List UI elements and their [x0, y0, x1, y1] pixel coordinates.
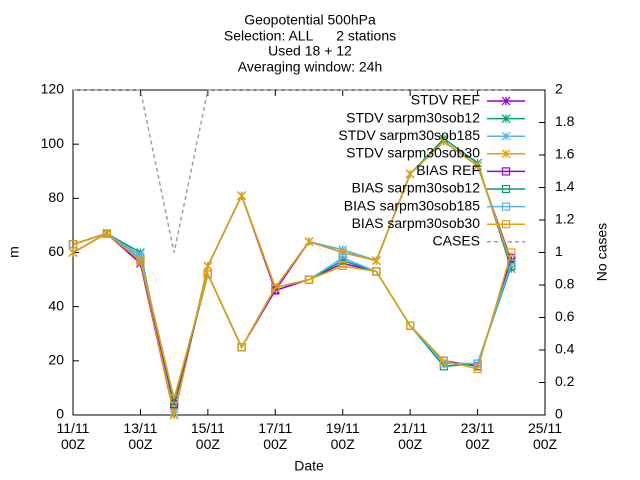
x-tick-label: 13/11 00Z — [123, 420, 158, 452]
legend-label: CASES — [433, 233, 480, 249]
x-tick-label: 15/11 00Z — [190, 420, 225, 452]
marker — [372, 267, 381, 276]
marker — [372, 256, 381, 266]
marker — [136, 256, 145, 265]
chart-title: Geopotential 500hPa — [244, 12, 376, 28]
y2-tick-label: 0.6 — [555, 308, 575, 324]
y-tick-label: 80 — [48, 189, 64, 205]
y-tick-label: 40 — [48, 297, 64, 313]
marker — [338, 248, 348, 257]
x-tick-label: 23/11 00Z — [460, 420, 495, 452]
y2-axis-label: No cases — [594, 223, 610, 281]
y2-tick-label: 0.8 — [555, 276, 575, 292]
y-axis-label: m — [6, 246, 22, 258]
marker — [405, 169, 415, 179]
marker — [439, 356, 448, 365]
marker — [68, 240, 78, 249]
y2-tick-label: 1 — [555, 243, 563, 259]
y2-tick-label: 1.6 — [555, 146, 575, 162]
marker — [237, 343, 246, 352]
marker — [501, 220, 511, 229]
y2-tick-label: 1.8 — [555, 113, 575, 129]
y-tick-label: 100 — [41, 135, 65, 151]
marker — [501, 202, 511, 211]
y2-tick-label: 0.4 — [555, 341, 575, 357]
y-tick-label: 120 — [41, 81, 65, 97]
series-line — [73, 89, 512, 253]
marker — [237, 191, 246, 201]
y2-tick-label: 2 — [555, 81, 563, 97]
y2-tick-label: 1.2 — [555, 211, 575, 227]
y-tick-label: 0 — [56, 406, 64, 422]
marker — [473, 161, 482, 171]
chart-subtitle: Selection: ALL 2 stations — [224, 28, 396, 44]
legend-label: BIAS REF — [416, 162, 480, 178]
x-tick-label: 17/11 00Z — [258, 420, 293, 452]
marker — [304, 237, 314, 247]
marker — [501, 184, 511, 194]
x-tick-label: 11/11 00Z — [56, 420, 90, 452]
legend-label: BIAS sarpm30sob185 — [344, 197, 480, 213]
x-tick-label: 19/11 00Z — [325, 420, 360, 452]
marker — [169, 410, 179, 420]
y2-tick-label: 1.4 — [555, 178, 575, 194]
y-tick-label: 60 — [48, 243, 64, 259]
legend-label: BIAS sarpm30sob30 — [352, 215, 481, 231]
x-tick-label: 25/11 00Z — [528, 420, 562, 452]
legend-label: STDV REF — [411, 92, 480, 108]
marker — [271, 283, 280, 292]
marker — [501, 167, 511, 176]
marker — [304, 275, 314, 284]
marker — [501, 149, 511, 159]
series-line — [72, 232, 513, 399]
marker — [338, 261, 347, 271]
y2-tick-label: 0.2 — [555, 373, 575, 389]
marker — [439, 137, 449, 146]
marker — [68, 248, 78, 257]
marker — [501, 96, 511, 106]
marker — [338, 253, 347, 263]
x-axis-label: Date — [294, 458, 324, 474]
legend-label: STDV sarpm30sob185 — [338, 127, 480, 143]
chart-subtitle: Used 18 + 12 — [268, 43, 352, 59]
marker — [406, 321, 415, 330]
marker — [203, 261, 213, 271]
marker — [507, 248, 516, 257]
marker — [203, 270, 212, 279]
marker — [501, 131, 511, 141]
chart-subtitle: Averaging window: 24h — [238, 59, 383, 75]
legend-label: STDV sarpm30sob30 — [346, 145, 480, 161]
y2-tick-label: 0 — [555, 406, 563, 422]
marker — [501, 114, 511, 124]
legend-label: BIAS sarpm30sob12 — [352, 180, 481, 196]
x-tick-label: 21/11 00Z — [393, 420, 428, 452]
marker — [473, 364, 482, 374]
marker — [170, 394, 179, 403]
marker — [102, 229, 111, 238]
y-tick-label: 20 — [48, 352, 64, 368]
legend-label: STDV sarpm30sob12 — [346, 109, 480, 125]
